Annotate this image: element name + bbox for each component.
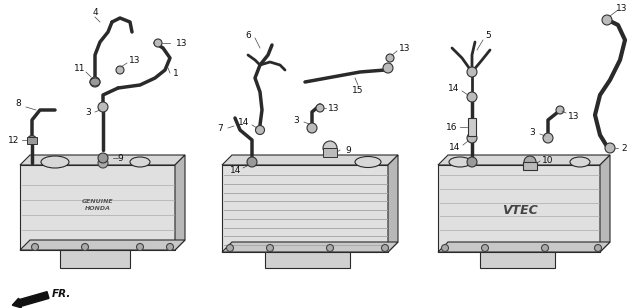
- Circle shape: [90, 77, 100, 87]
- Text: 1: 1: [173, 68, 179, 78]
- Text: 2: 2: [621, 144, 627, 152]
- Polygon shape: [438, 155, 610, 165]
- Circle shape: [98, 158, 108, 168]
- Circle shape: [28, 136, 36, 144]
- Circle shape: [467, 67, 477, 77]
- Text: 7: 7: [217, 124, 223, 132]
- Text: 14: 14: [230, 165, 242, 175]
- Circle shape: [605, 143, 615, 153]
- Text: 9: 9: [345, 145, 351, 155]
- Circle shape: [81, 244, 88, 250]
- Text: FR.: FR.: [52, 289, 72, 299]
- Polygon shape: [265, 252, 350, 268]
- Bar: [468, 118, 476, 136]
- Polygon shape: [60, 250, 130, 268]
- Text: 4: 4: [92, 7, 98, 17]
- Circle shape: [31, 244, 38, 250]
- Circle shape: [307, 123, 317, 133]
- Bar: [323, 148, 337, 157]
- Text: 13: 13: [399, 43, 411, 52]
- Polygon shape: [388, 155, 398, 252]
- Text: 3: 3: [293, 116, 299, 124]
- Text: 13: 13: [616, 3, 628, 13]
- Circle shape: [541, 245, 548, 252]
- Ellipse shape: [41, 156, 69, 168]
- Circle shape: [316, 104, 324, 112]
- Ellipse shape: [449, 157, 471, 167]
- Polygon shape: [480, 252, 555, 268]
- Text: 13: 13: [328, 103, 340, 112]
- Text: GENUINE
HONDA: GENUINE HONDA: [82, 199, 114, 211]
- Text: 14: 14: [238, 117, 250, 127]
- Text: 8: 8: [15, 99, 21, 107]
- Text: 3: 3: [529, 128, 535, 136]
- Bar: [27, 137, 37, 144]
- Circle shape: [467, 133, 477, 143]
- Text: VTEC: VTEC: [502, 204, 538, 217]
- Circle shape: [543, 133, 553, 143]
- Circle shape: [98, 102, 108, 112]
- Text: 6: 6: [245, 30, 251, 39]
- Circle shape: [602, 15, 612, 25]
- Ellipse shape: [130, 157, 150, 167]
- Text: 11: 11: [74, 63, 86, 72]
- Circle shape: [442, 245, 449, 252]
- Polygon shape: [222, 165, 388, 252]
- Circle shape: [255, 125, 264, 135]
- Circle shape: [467, 157, 477, 167]
- Circle shape: [136, 244, 143, 250]
- Circle shape: [381, 245, 388, 252]
- Text: 14: 14: [449, 143, 461, 152]
- Polygon shape: [438, 165, 600, 252]
- Circle shape: [166, 244, 173, 250]
- Bar: [523, 162, 537, 170]
- Text: 15: 15: [352, 86, 364, 95]
- Text: 14: 14: [448, 83, 460, 92]
- Circle shape: [467, 92, 477, 102]
- Circle shape: [323, 141, 337, 155]
- Text: 10: 10: [542, 156, 554, 164]
- Circle shape: [227, 245, 234, 252]
- FancyArrow shape: [12, 292, 49, 308]
- Circle shape: [386, 54, 394, 62]
- Text: 13: 13: [568, 111, 580, 120]
- Circle shape: [524, 156, 536, 168]
- Circle shape: [383, 63, 393, 73]
- Circle shape: [556, 106, 564, 114]
- Circle shape: [266, 245, 273, 252]
- Circle shape: [98, 153, 108, 163]
- Polygon shape: [222, 155, 398, 165]
- Circle shape: [154, 39, 162, 47]
- Polygon shape: [20, 240, 185, 250]
- Circle shape: [247, 157, 257, 167]
- Polygon shape: [222, 242, 398, 252]
- Polygon shape: [20, 155, 185, 165]
- Text: 5: 5: [485, 30, 491, 39]
- Circle shape: [481, 245, 488, 252]
- Text: 13: 13: [176, 38, 188, 47]
- Ellipse shape: [570, 157, 590, 167]
- Circle shape: [595, 245, 602, 252]
- Polygon shape: [438, 242, 610, 252]
- Text: 9: 9: [117, 153, 123, 163]
- Ellipse shape: [90, 78, 100, 86]
- Text: 12: 12: [8, 136, 20, 144]
- Text: 3: 3: [85, 107, 91, 116]
- Ellipse shape: [355, 156, 381, 168]
- Text: 16: 16: [446, 123, 458, 132]
- Polygon shape: [175, 155, 185, 250]
- Polygon shape: [20, 165, 175, 250]
- Text: 13: 13: [129, 55, 141, 64]
- Polygon shape: [600, 155, 610, 252]
- Circle shape: [326, 245, 333, 252]
- Circle shape: [116, 66, 124, 74]
